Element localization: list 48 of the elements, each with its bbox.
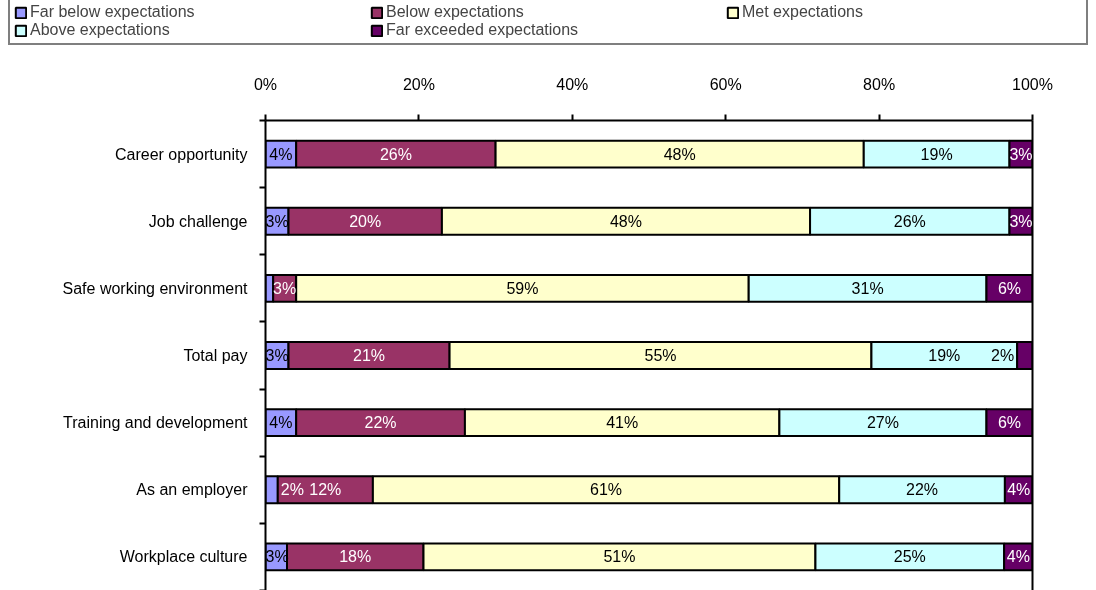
data-label: 3% <box>1009 145 1033 163</box>
y-tick-label: Training and development <box>63 414 249 432</box>
legend-label: Far exceeded expectations <box>386 21 580 39</box>
data-label: 19% <box>920 145 953 163</box>
data-label: 12% <box>309 481 342 499</box>
x-tick-label: 40% <box>556 75 589 93</box>
y-tick-label: Workplace culture <box>119 548 248 566</box>
data-label: 41% <box>606 414 639 432</box>
data-label: 18% <box>339 548 372 566</box>
data-label: 59% <box>506 279 539 297</box>
x-tick-label: 0% <box>253 75 278 93</box>
y-tick-label: Career opportunity <box>114 145 248 163</box>
data-label: 2% <box>991 347 1015 364</box>
x-tick-label: 20% <box>402 75 435 93</box>
data-label: 3% <box>1009 212 1033 230</box>
data-label: 19% <box>928 347 961 364</box>
y-tick-label: As an employer <box>136 481 249 499</box>
data-label: 48% <box>609 212 643 230</box>
data-label: 31% <box>851 279 884 297</box>
data-label: 26% <box>893 212 926 230</box>
data-label: 25% <box>893 548 926 566</box>
y-tick-label: Job challenge <box>148 212 248 230</box>
x-tick-label: 100% <box>1012 75 1053 93</box>
legend-label: Met expectations <box>742 3 864 21</box>
data-label: 4% <box>1006 548 1030 566</box>
legend-label: Below expectations <box>386 3 525 21</box>
data-label: 21% <box>353 347 386 364</box>
data-label: 61% <box>590 481 623 499</box>
data-label: 20% <box>349 212 382 230</box>
data-label: 22% <box>364 414 397 432</box>
data-label: 4% <box>269 145 293 163</box>
data-label: 48% <box>663 145 696 163</box>
data-label: 6% <box>997 414 1022 432</box>
data-label: 51% <box>603 548 636 566</box>
x-tick-label: 60% <box>709 75 742 93</box>
data-label: 6% <box>997 279 1022 297</box>
data-label: 4% <box>1007 481 1031 499</box>
y-tick-label: Safe working environment <box>62 279 249 297</box>
y-tick-label: Total pay <box>183 347 248 364</box>
data-label: 27% <box>866 414 899 432</box>
data-label: 55% <box>644 347 677 364</box>
legend-label: Above expectations <box>30 21 171 39</box>
data-label: 4% <box>269 414 293 432</box>
data-label: 22% <box>906 481 939 499</box>
data-label: 2% <box>280 481 304 499</box>
legend-label: Far below expectations <box>30 3 196 21</box>
data-label: 26% <box>379 145 412 163</box>
x-tick-label: 80% <box>863 75 896 93</box>
